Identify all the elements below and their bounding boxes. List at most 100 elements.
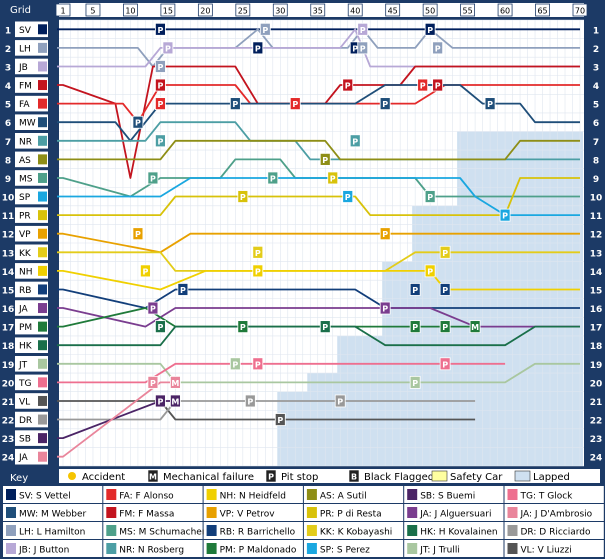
driver-line-kk — [57, 251, 580, 272]
grid-code-label: PR — [19, 212, 31, 222]
grid-color-swatch — [38, 247, 47, 258]
pit-stop-letter: P — [255, 44, 261, 53]
finish-position-number: 22 — [590, 417, 603, 427]
key-cell — [203, 540, 303, 557]
pit-stop-marker — [357, 22, 369, 36]
lapped-swatch — [514, 470, 531, 482]
pit-stop-marker — [237, 190, 249, 203]
key-driver-label: NR: N Rosberg — [119, 546, 184, 556]
grid-position-number: 17 — [2, 324, 15, 334]
pit-stop-marker — [342, 190, 354, 203]
pit-stop-marker — [319, 320, 331, 334]
key-cell — [103, 522, 203, 539]
pit-stop-marker — [252, 264, 264, 278]
finish-position-number: 3 — [593, 63, 599, 73]
pit-stop-marker — [229, 97, 241, 111]
key-color-swatch — [507, 507, 518, 518]
pit-stop-letter: P — [412, 286, 418, 295]
key-color-swatch — [306, 489, 317, 500]
key-header: Key — [10, 473, 28, 484]
grid-color-swatch — [38, 154, 47, 165]
grid-header: Grid — [10, 5, 31, 16]
legend-letter: P — [268, 473, 274, 482]
grid-position-number: 7 — [5, 138, 11, 148]
grid-color-swatch — [38, 433, 47, 444]
pit-stop-marker — [155, 22, 166, 36]
pit-stop-letter: P — [322, 323, 328, 332]
pit-stop-letter: P — [502, 212, 508, 221]
pit-stop-marker — [162, 41, 174, 55]
grid-code-label: RB — [19, 286, 31, 296]
accident-icon — [68, 472, 76, 480]
pit-stop-marker — [409, 320, 421, 334]
grid-color-swatch — [38, 321, 47, 332]
pit-stop-letter: P — [165, 44, 171, 53]
key-cell — [303, 486, 404, 503]
key-color-swatch — [6, 489, 16, 500]
pit-stop-marker — [147, 171, 159, 185]
driver-line-pr — [57, 177, 580, 216]
lap-tick-label: 20 — [200, 7, 210, 16]
pit-stop-marker — [424, 264, 436, 278]
pit-stop-letter: P — [442, 249, 448, 258]
grid-code-label: FA — [19, 100, 30, 110]
grid-color-swatch — [38, 210, 47, 221]
key-cell — [404, 540, 504, 557]
pit-stop-letter: P — [442, 323, 448, 332]
grid-code-label: SB — [19, 435, 31, 445]
pit-stop-marker — [259, 22, 271, 36]
legend-letter-box — [348, 469, 360, 483]
lap-tick-box — [347, 3, 363, 17]
key-cell — [504, 540, 604, 557]
grid-code-label: JA — [18, 305, 28, 315]
pit-stop-letter: P — [360, 44, 366, 53]
grid-position-number: 12 — [2, 231, 15, 241]
lap-tick-label: 5 — [90, 7, 95, 16]
key-driver-label: JA: J D'Ambrosio — [520, 510, 593, 520]
legend-symbol-label: Accident — [82, 472, 125, 483]
safety-car-swatch — [431, 470, 448, 482]
grid-color-swatch — [38, 61, 47, 72]
finish-position-number: 19 — [590, 361, 603, 371]
pit-stop-letter: P — [382, 305, 388, 314]
finish-position-number: 16 — [590, 305, 603, 315]
lap-tick-box — [422, 3, 438, 17]
pit-stop-letter: P — [157, 100, 163, 109]
key-driver-label: KK: K Kobayashi — [320, 528, 392, 538]
grid-code-label: VL — [19, 397, 30, 407]
mechanical-failure-marker — [169, 394, 181, 408]
pit-stop-marker — [379, 97, 391, 111]
pit-stop-letter: P — [345, 82, 351, 91]
pit-stop-letter: P — [255, 360, 261, 369]
key-cell — [303, 540, 404, 557]
pit-stop-marker — [252, 245, 264, 259]
pit-stop-letter: P — [345, 193, 351, 202]
pit-stop-marker — [499, 208, 511, 222]
pit-stop-letter: P — [322, 156, 328, 165]
driver-line-dr — [57, 400, 476, 421]
driver-line-as — [57, 139, 580, 161]
key-color-swatch — [6, 507, 16, 518]
grid-code-label: SP — [19, 193, 31, 203]
key-color-swatch — [6, 525, 16, 536]
pit-stop-letter: P — [412, 379, 418, 388]
lap-tick-box — [160, 3, 176, 17]
driver-line-hk — [57, 325, 580, 347]
grid-color-swatch — [38, 24, 47, 35]
key-color-swatch — [106, 489, 117, 500]
key-color-swatch — [206, 489, 217, 500]
key-cell — [3, 486, 103, 503]
finish-position-number: 13 — [590, 249, 603, 259]
pit-stop-letter: P — [150, 174, 156, 183]
mechanical-failure-letter: M — [171, 379, 179, 388]
grid-position-number: 23 — [2, 435, 15, 445]
pit-stop-letter: P — [337, 397, 343, 406]
pit-stop-letter: P — [135, 230, 141, 239]
key-driver-label: HK: H Kovalainen — [420, 528, 497, 538]
grid-code-label: MW — [19, 119, 36, 129]
finish-position-number: 8 — [593, 156, 599, 166]
pit-stop-letter: P — [442, 360, 448, 369]
lap-tick-label: 65 — [537, 7, 547, 16]
grid-position-number: 13 — [2, 249, 15, 259]
key-driver-label: PM: P Maldonado — [220, 546, 297, 556]
